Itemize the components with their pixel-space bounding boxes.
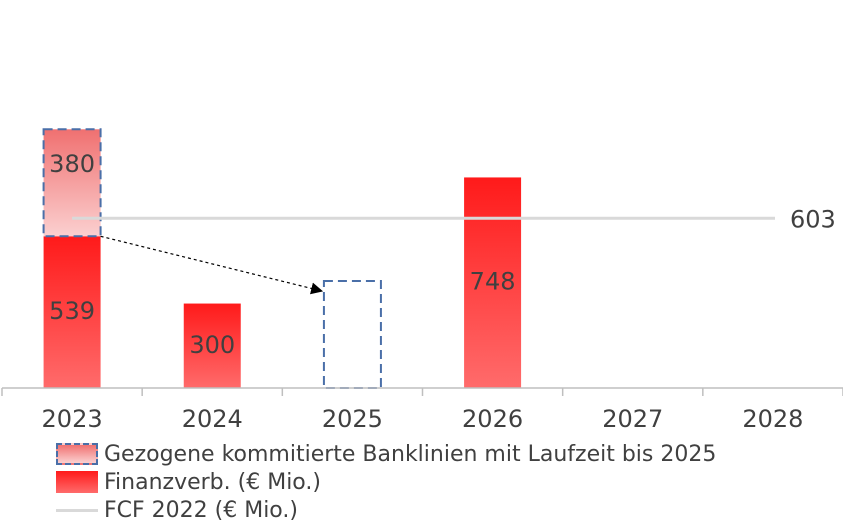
bar-finanzverb-2026 [464, 177, 522, 388]
bar-banklines-shifted-2025 [322, 280, 382, 389]
legend-label-banklines: Gezogene kommitierte Banklinien mit Lauf… [104, 441, 717, 467]
legend: Gezogene kommitierte Banklinien mit Lauf… [56, 440, 716, 524]
data-label-finanzverb-2023: 539 [49, 297, 95, 325]
x-tick-label-2023: 2023 [42, 405, 103, 433]
data-label-finanzverb-2024: 300 [189, 331, 235, 359]
x-tick-label-2026: 2026 [462, 405, 523, 433]
legend-item-fcf: FCF 2022 (€ Mio.) [56, 496, 716, 524]
legend-swatch-fcf [56, 508, 98, 512]
legend-swatch-banklines [56, 443, 98, 465]
shift-arrow [100, 235, 324, 295]
data-label-fcf: 603 [790, 205, 836, 233]
legend-label-fcf: FCF 2022 (€ Mio.) [104, 497, 298, 523]
bar-finanzverb-2023 [43, 236, 101, 388]
bar-banklines-2023 [42, 128, 102, 238]
x-tick-label-2027: 2027 [602, 405, 663, 433]
legend-label-finanzverb: Finanzverb. (€ Mio.) [104, 469, 321, 495]
x-tick-label-2024: 2024 [182, 405, 243, 433]
legend-item-finanzverb: Finanzverb. (€ Mio.) [56, 468, 716, 496]
data-label-finanzverb-2026: 748 [470, 268, 516, 296]
legend-item-banklines: Gezogene kommitierte Banklinien mit Lauf… [56, 440, 716, 468]
bar-finanzverb-2024 [183, 303, 241, 388]
bar-chart: 603 380 539 300 748 2023 2024 2025 2026 2027 2028 [1, 128, 843, 433]
x-tick-label-2025: 2025 [322, 405, 383, 433]
x-tick-label-2028: 2028 [742, 405, 803, 433]
legend-swatch-finanzverb [56, 471, 98, 493]
data-label-banklines-2023: 380 [49, 150, 95, 178]
